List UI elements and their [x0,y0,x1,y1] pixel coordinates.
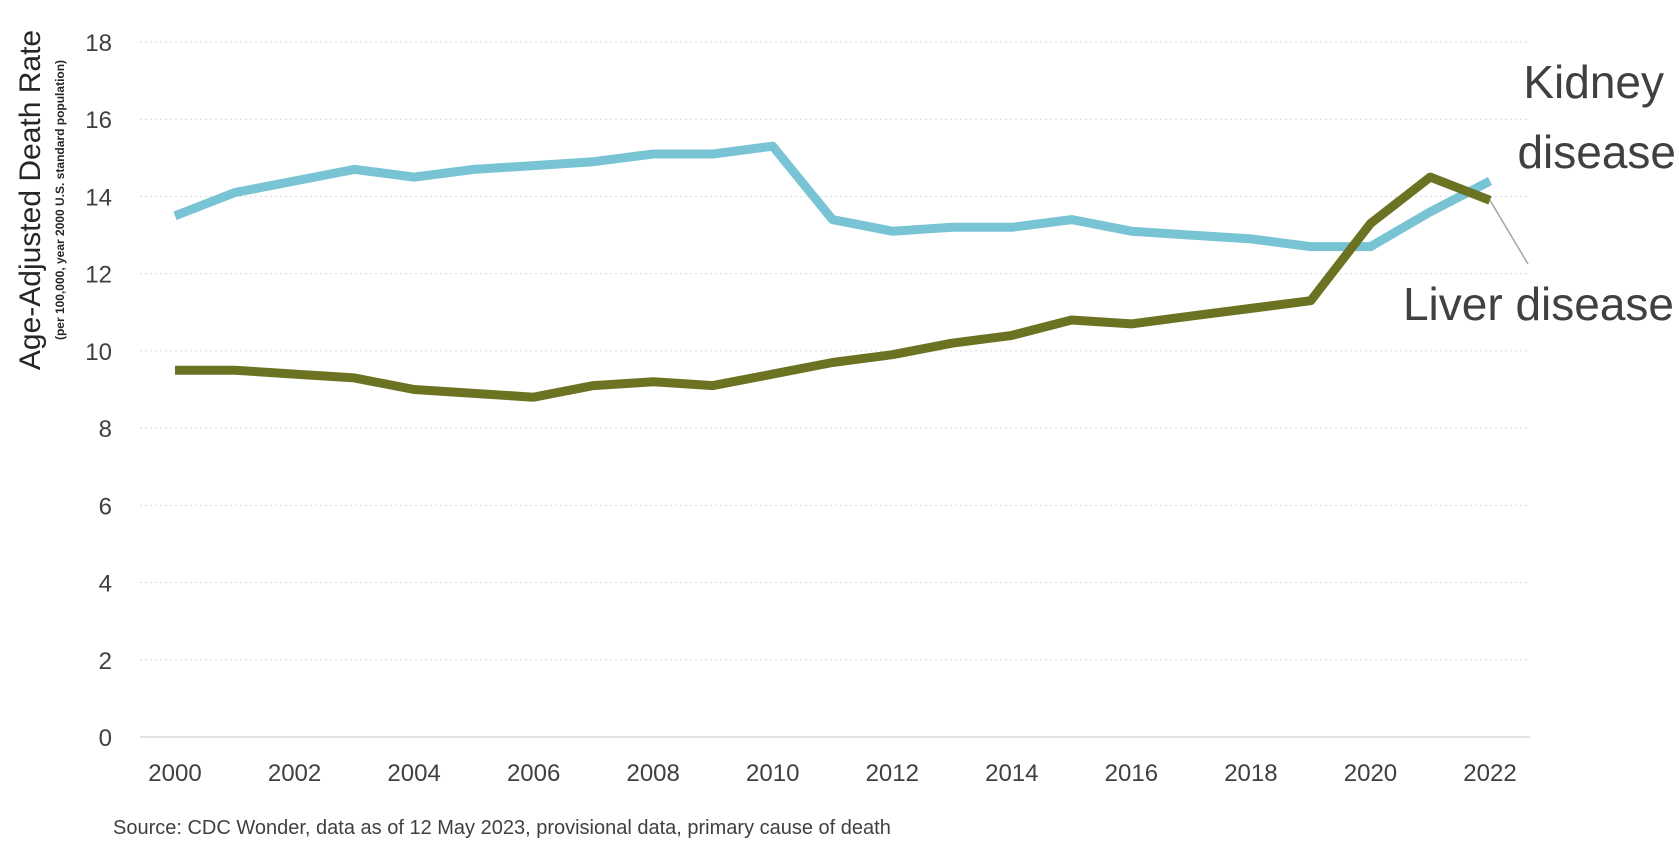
data-point [948,339,956,347]
data-point [410,386,418,394]
data-point [829,216,837,224]
data-point [1068,316,1076,324]
liver-disease-label: Liver disease [1403,278,1674,330]
y-tick-label: 14 [85,184,112,211]
y-tick-label: 16 [85,107,112,134]
data-point [1486,177,1494,185]
data-point [589,382,597,390]
data-point [231,189,239,197]
data-point [709,382,717,390]
data-point [888,351,896,359]
data-point [470,165,478,173]
y-axis-title: Age-Adjusted Death Rate [14,30,47,370]
series-line-kidney-disease [173,141,1493,252]
data-point [1127,227,1135,235]
data-point [231,366,239,374]
y-tick-label: 10 [85,339,112,366]
data-point [530,162,538,170]
kidney-disease-label: disease [1517,126,1676,178]
data-point [1366,219,1374,227]
y-tick-label: 12 [85,262,112,289]
y-tick-label: 8 [99,416,112,443]
data-point [410,173,418,181]
data-point [1307,297,1315,305]
y-tick-label: 6 [99,493,112,520]
series-line-liver-disease [175,172,1492,402]
x-tick-label: 2020 [1344,760,1397,787]
y-tick-label: 4 [99,571,112,598]
data-point [948,223,956,231]
gridlines [140,41,1530,738]
x-tick-label: 2008 [626,760,679,787]
data-point [350,374,358,382]
data-point [1187,312,1195,320]
data-point [1426,208,1434,216]
kidney-disease-label: Kidney [1523,56,1664,108]
data-point [1127,320,1135,328]
data-point [709,150,717,158]
data-point [1187,231,1195,239]
data-point [769,142,777,150]
x-tick-label: 2022 [1463,760,1516,787]
x-tick-label: 2010 [746,760,799,787]
data-point [1068,216,1076,224]
x-tick-label: 2004 [387,760,440,787]
y-tick-label: 18 [85,30,112,57]
y-tick-label: 2 [99,648,112,675]
y-axis-subtitle: (per 100,000, year 2000 U.S. standard po… [53,60,67,340]
series-labels: Kidney disease Liver disease [1403,56,1676,330]
x-tick-label: 2002 [268,760,321,787]
data-point [1366,243,1374,251]
y-axis-ticks: 0 2 4 6 8 10 12 14 16 18 [85,30,112,752]
x-axis-ticks: 2000 2002 2004 2006 2008 2010 2012 2014 2016 2018… [148,760,1516,787]
data-point [829,358,837,366]
x-tick-label: 2014 [985,760,1038,787]
x-tick-label: 2006 [507,760,560,787]
data-point [470,389,478,397]
data-point [649,378,657,386]
data-point [1426,173,1434,181]
data-point [171,212,179,220]
data-point [1247,304,1255,312]
data-point [171,366,179,374]
x-tick-label: 2018 [1224,760,1277,787]
data-point [1008,223,1016,231]
series-lines [171,141,1494,402]
data-point [291,177,299,185]
x-tick-label: 2012 [866,760,919,787]
data-point [1247,235,1255,243]
data-point [350,165,358,173]
data-point [589,158,597,166]
y-tick-label: 0 [99,725,112,752]
data-point [649,150,657,158]
x-tick-label: 2000 [148,760,201,787]
liver-label-leader-line [1489,199,1529,265]
data-point [530,393,538,401]
data-point [1008,331,1016,339]
data-point [888,227,896,235]
data-point [1307,243,1315,251]
x-tick-label: 2016 [1105,760,1158,787]
source-note: Source: CDC Wonder, data as of 12 May 20… [113,817,891,839]
data-point [291,370,299,378]
data-point [769,370,777,378]
